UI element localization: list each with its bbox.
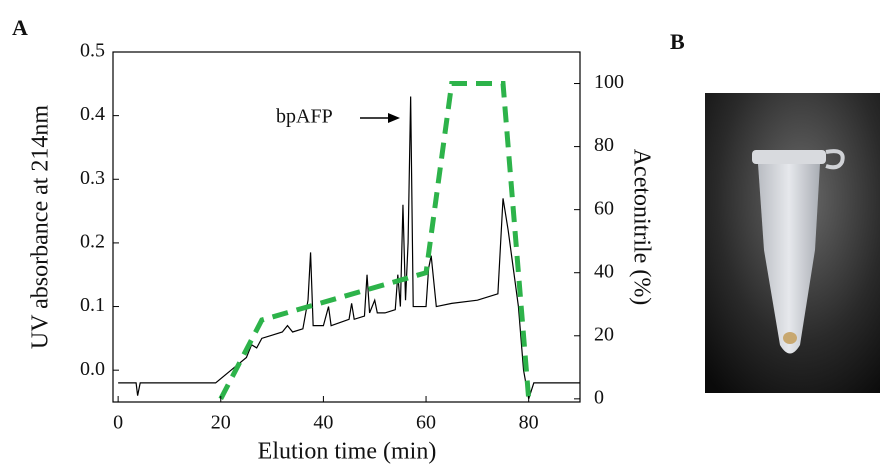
photo — [705, 93, 880, 393]
annotation-arrow — [360, 113, 400, 123]
y2-tick-label: 100 — [594, 71, 624, 93]
data-line — [218, 81, 532, 401]
y2-tick-label: 20 — [594, 323, 614, 345]
x-axis-label: Elution time (min) — [258, 439, 437, 465]
y2-tick-label: 40 — [594, 260, 614, 282]
y2-tick-label: 60 — [594, 197, 614, 219]
plot-frame — [112, 51, 581, 403]
y-tick-label: 0.4 — [80, 103, 105, 125]
x-tick-label: 40 — [313, 412, 333, 434]
x-tick-label: 0 — [113, 412, 123, 434]
y-axis-label: UV absorbance at 214nm — [28, 105, 54, 349]
panel-label: B — [670, 29, 685, 54]
x-tick-label: 80 — [519, 412, 539, 434]
y2-tick-label: 0 — [594, 386, 604, 408]
y-tick-label: 0.1 — [80, 294, 105, 316]
y-tick-label: 0.5 — [80, 40, 105, 62]
y-tick-label: 0.0 — [80, 358, 105, 380]
y-tick-label: 0.2 — [80, 231, 105, 253]
y2-axis-label: Acetonitrile (%) — [628, 149, 654, 306]
x-tick-label: 20 — [211, 412, 231, 434]
panel-label: A — [12, 15, 28, 40]
data-line — [118, 96, 580, 400]
x-tick-label: 60 — [416, 412, 436, 434]
y2-tick-label: 80 — [594, 134, 614, 156]
plot-area — [118, 81, 580, 401]
annotation: bpAFP — [276, 106, 333, 128]
y-tick-label: 0.3 — [80, 167, 105, 189]
